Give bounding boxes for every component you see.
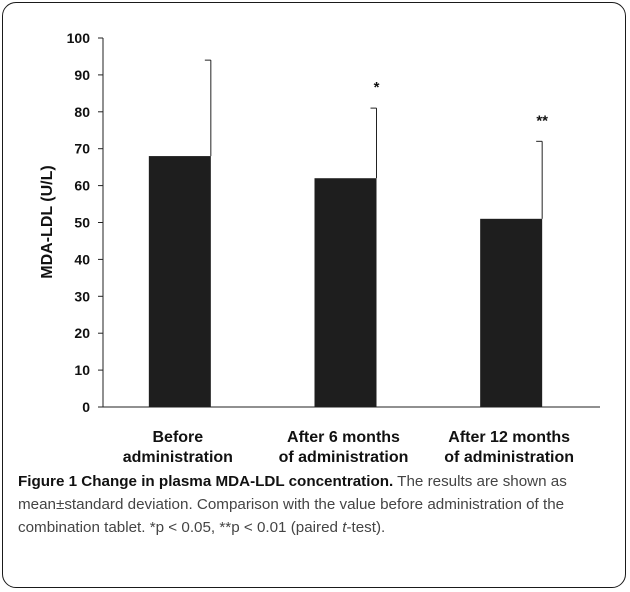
y-tick-label: 40 [74,251,90,267]
y-tick-label: 70 [74,141,90,157]
bar [480,218,543,407]
y-tick-label: 30 [74,288,90,304]
x-category-label: of administration [279,449,409,466]
figure-caption: Figure 1 Change in plasma MDA-LDL concen… [18,470,614,539]
caption-title: Figure 1 Change in plasma MDA-LDL concen… [18,473,394,490]
y-axis-label: MDA-LDL (U/L) [39,165,56,278]
x-category-label: After 6 months [287,429,400,446]
significance-markers: *** [374,79,549,129]
y-tick-label: 60 [74,178,90,194]
y-tick-label: 0 [82,399,90,415]
x-category-label: administration [123,449,233,466]
y-tick-label: 100 [67,30,91,46]
bars [148,156,543,407]
error-bars [204,59,543,219]
caption-text-2: -test). [346,519,386,536]
y-tick-label: 80 [74,104,90,120]
significance-marker: * [374,79,380,96]
x-category-label: of administration [444,449,574,466]
x-category-label: Before [152,429,203,446]
x-category-labels: Before administration After 6 months of adm… [123,429,574,466]
bar [148,156,211,407]
caption-text-1: The results are shown as mean±standard d… [18,473,567,536]
bar [314,178,377,407]
caption-italic: t [342,519,347,536]
x-category-label: After 12 months [448,429,570,446]
y-tick-label: 20 [74,325,90,341]
y-tick-label: 10 [74,362,90,378]
y-tick-label: 50 [74,215,90,231]
significance-marker: ** [536,112,548,129]
y-tick-label: 90 [74,67,90,83]
